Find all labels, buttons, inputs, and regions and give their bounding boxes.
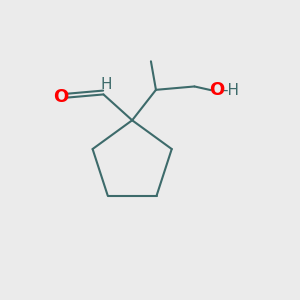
Text: O: O	[53, 88, 68, 106]
Text: H: H	[101, 77, 112, 92]
Text: -H: -H	[223, 83, 240, 98]
Text: O: O	[209, 81, 224, 99]
